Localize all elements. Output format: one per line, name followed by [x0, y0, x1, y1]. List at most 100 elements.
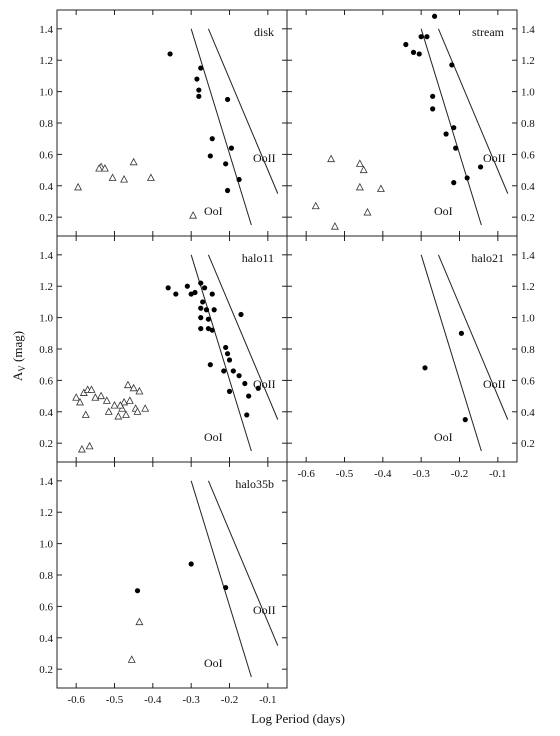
ooi-label: OoI — [204, 656, 223, 670]
point-triangle — [133, 407, 142, 415]
y-tick-label: 0.8 — [39, 570, 53, 582]
panel-halo35b: 0.2 0.4 0.6 0.8 1.0 1.2 1.4 -0.6 -0.5 -0.4 -0.3 -0.… — [39, 461, 288, 706]
y-tick-label: 0.6 — [39, 601, 53, 613]
point-triangle — [116, 401, 125, 409]
line-ooii — [207, 28, 279, 194]
point-triangle — [122, 410, 130, 418]
point-triangle — [104, 407, 113, 415]
point-filled — [410, 49, 417, 55]
point-filled — [453, 145, 459, 151]
point-filled — [198, 65, 204, 71]
y-tick-label: 1.2 — [39, 55, 53, 67]
y-tick-label: 0.2 — [39, 664, 53, 676]
point-triangle — [77, 444, 86, 453]
point-filled — [422, 365, 428, 371]
point-filled — [211, 307, 217, 313]
panel-title: halo35b — [235, 477, 274, 491]
x-tick-label: -0.6 — [297, 468, 315, 480]
point-triangle — [129, 157, 138, 166]
point-triangle — [108, 173, 117, 181]
line-ooi — [420, 28, 482, 226]
point-filled — [255, 385, 261, 391]
y-tick-label: 1.4 — [521, 24, 535, 36]
point-triangle — [355, 182, 364, 191]
point-triangle — [129, 383, 138, 392]
point-filled — [223, 161, 229, 167]
panel-title: halo11 — [242, 251, 274, 265]
point-triangle — [327, 154, 336, 163]
point-triangle — [189, 211, 198, 219]
line-ooii — [207, 254, 279, 420]
y-tick-label: 1.2 — [39, 507, 53, 519]
y-tick-label: 1.0 — [39, 539, 53, 551]
panels-group: 0.20.40.60.81.01.21.4 diskOoIOoII0.20.40.… — [39, 9, 535, 706]
point-filled — [224, 96, 231, 103]
line-ooii — [437, 254, 509, 420]
y-tick-label: 0.2 — [39, 212, 53, 224]
y-axis-label: AV (mag) — [10, 331, 27, 381]
point-filled — [200, 299, 206, 305]
point-triangle — [76, 397, 84, 406]
y-tick-label: 1.4 — [39, 476, 53, 488]
point-filled — [403, 41, 409, 48]
point-filled — [173, 291, 179, 297]
panel-frame — [56, 461, 288, 689]
point-triangle — [110, 401, 119, 409]
point-filled — [416, 51, 422, 57]
point-triangle — [74, 182, 83, 191]
panel-frame — [286, 235, 518, 463]
point-filled — [196, 87, 202, 93]
y-tick-label: 0.6 — [521, 375, 535, 387]
y-tick-label: 1.0 — [39, 87, 53, 99]
point-filled — [209, 136, 215, 142]
point-filled — [451, 125, 457, 131]
point-filled — [431, 13, 438, 19]
y-tick-label: 1.0 — [521, 87, 535, 99]
point-triangle — [102, 396, 111, 404]
x-tick-label: -0.4 — [374, 468, 392, 480]
point-triangle — [120, 175, 129, 183]
y-tick-label: 0.4 — [521, 181, 535, 193]
y-tick-label: 0.4 — [39, 407, 53, 419]
y-tick-label: 0.6 — [39, 149, 53, 161]
ooii-label: OoII — [253, 603, 276, 617]
y-tick-label: 1.2 — [521, 55, 535, 67]
point-filled — [165, 285, 171, 291]
point-filled — [198, 280, 204, 286]
point-triangle — [330, 222, 339, 230]
panel-halo21: 0.2 0.4 0.6 0.8 1.0 1.2 1.4 -0.6 -0.5 -0.4 -0.3 -0.… — [286, 235, 535, 480]
panel-frame — [56, 9, 288, 237]
x-tick-label: -0.6 — [67, 694, 85, 706]
x-tick-label: -0.2 — [451, 468, 468, 480]
point-filled — [184, 283, 190, 289]
point-triangle — [97, 391, 106, 400]
point-triangle — [376, 184, 385, 192]
point-triangle — [127, 655, 136, 663]
y-tick-label: 1.4 — [39, 250, 53, 262]
panel-title: disk — [254, 25, 274, 39]
point-filled — [201, 285, 208, 291]
point-triangle — [135, 386, 144, 395]
point-filled — [194, 76, 200, 82]
line-ooi — [190, 480, 252, 678]
y-tick-label: 0.8 — [39, 118, 53, 130]
point-triangle — [95, 164, 104, 172]
point-filled — [188, 561, 194, 567]
point-triangle — [125, 396, 134, 404]
point-filled — [167, 51, 173, 57]
point-filled — [451, 180, 457, 186]
point-triangle — [363, 208, 372, 216]
point-filled — [464, 175, 470, 181]
point-triangle — [141, 404, 150, 412]
point-filled — [205, 316, 212, 322]
y-tick-label: 0.6 — [521, 149, 535, 161]
point-triangle — [87, 385, 96, 393]
line-ooii — [207, 480, 279, 646]
ooii-label: OoII — [253, 151, 276, 165]
point-triangle — [355, 159, 364, 167]
point-triangle — [120, 397, 129, 406]
point-filled — [198, 315, 204, 321]
x-tick-label: -0.3 — [182, 694, 200, 706]
point-filled — [223, 344, 229, 351]
